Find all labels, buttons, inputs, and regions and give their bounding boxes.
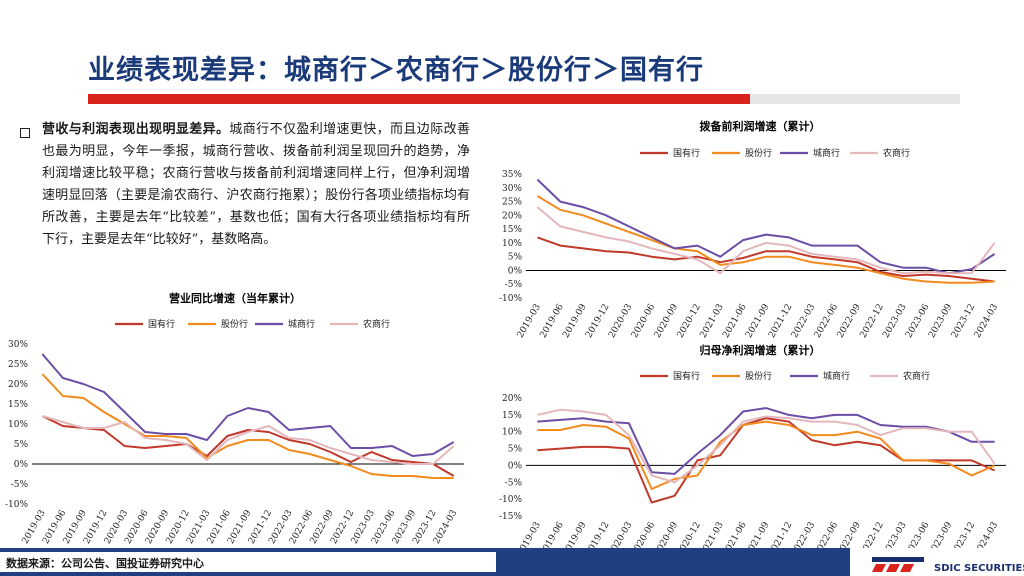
chart-title: 拨备前利润增速（累计） xyxy=(700,119,821,133)
y-tick-label: -10% xyxy=(5,500,28,510)
legend-label: 股份行 xyxy=(745,147,772,159)
series-line-城商行 xyxy=(41,353,455,457)
y-tick-label: 15% xyxy=(502,411,522,421)
legend-label: 股份行 xyxy=(221,318,248,330)
y-tick-label: 20% xyxy=(502,211,522,221)
data-source-note: 数据来源：公司公告、国投证券研究中心 xyxy=(6,557,204,570)
y-tick-label: 5% xyxy=(508,445,523,455)
series-line-国有行 xyxy=(41,415,455,477)
summary-body: 城商行不仅盈利增速更快，而且边际改善也最为明显，今年一季报，城商行营收、拨备前利… xyxy=(42,122,470,247)
y-tick-label: 0% xyxy=(508,461,523,471)
y-tick-label: 10% xyxy=(502,428,522,438)
series-line-股份行 xyxy=(537,420,996,490)
net-profit-growth-chart: 归母净利润增速（累计） 国有行 股份行 城商行 农商行 20% 15% 10% 5% 0% -5% -… xyxy=(499,343,1020,558)
legend-label: 农商行 xyxy=(903,370,930,382)
y-tick-label: -10% xyxy=(499,495,522,505)
y-tick-label: -10% xyxy=(499,294,522,304)
chart-title: 营业同比增速（当年累计） xyxy=(169,291,301,305)
chart-title: 归母净利润增速（累计） xyxy=(700,343,821,357)
y-tick-label: 10% xyxy=(502,239,522,249)
legend-label: 股份行 xyxy=(745,370,772,382)
y-tick-label: 35% xyxy=(502,170,522,180)
y-tick-label: 0% xyxy=(508,266,523,276)
y-tick-label: 15% xyxy=(502,225,522,235)
legend-label: 农商行 xyxy=(883,147,910,159)
y-tick-label: 30% xyxy=(8,340,28,350)
legend-label: 城商行 xyxy=(823,370,850,382)
footer-source-band xyxy=(0,552,496,572)
series-line-农商行 xyxy=(42,415,455,465)
y-tick-label: 15% xyxy=(8,400,28,410)
series-line-农商行 xyxy=(537,408,996,484)
legend-label: 农商行 xyxy=(363,318,390,330)
legend-label: 城商行 xyxy=(813,147,840,159)
summary-lead: 营收与利润表现出现明显差异。 xyxy=(42,122,230,137)
summary-paragraph: 营收与利润表现出现明显差异。城商行不仅盈利增速更快，而且边际改善也最为明显，今年… xyxy=(42,119,470,251)
y-tick-label: 30% xyxy=(502,184,522,194)
y-tick-label: 5% xyxy=(14,440,29,450)
pre-provision-profit-chart: 拨备前利润增速（累计） 国有行 股份行 城商行 农商行 35% 30% 25% 20% 15% 10… xyxy=(499,118,1020,340)
legend-label: 城商行 xyxy=(288,318,315,330)
y-tick-label: 25% xyxy=(502,198,522,208)
legend-label: 国有行 xyxy=(673,147,700,159)
revenue-growth-chart: 营业同比增速（当年累计） 国有行 股份行 城商行 农商行 30% 25% 20% 15% 10% 5… xyxy=(0,290,470,546)
y-tick-label: 0% xyxy=(14,460,29,470)
series-line-农商行 xyxy=(536,206,996,275)
series-line-国有行 xyxy=(537,236,995,283)
title-underline-gray xyxy=(750,94,960,104)
legend-label: 国有行 xyxy=(148,318,175,330)
y-tick-label: -15% xyxy=(499,512,522,522)
y-tick-label: -5% xyxy=(505,280,523,290)
logo-text: SDIC SECURITIES xyxy=(934,563,1024,574)
y-tick-label: 20% xyxy=(502,394,522,404)
y-tick-label: 20% xyxy=(8,380,28,390)
series-line-城商行 xyxy=(536,178,996,275)
y-tick-label: 5% xyxy=(508,253,523,263)
chart-svg: 拨备前利润增速（累计） 国有行 股份行 城商行 农商行 35% 30% 25% 20% 15% 10… xyxy=(499,119,1006,340)
y-tick-label: -5% xyxy=(505,478,523,488)
chart-svg: 营业同比增速（当年累计） 国有行 股份行 城商行 农商行 30% 25% 20% 15% 10% 5… xyxy=(5,291,464,546)
y-tick-label: -5% xyxy=(11,480,29,490)
title-underline-bar xyxy=(88,94,750,104)
y-tick-label: 25% xyxy=(8,360,28,370)
legend-label: 国有行 xyxy=(673,370,700,382)
slide-title: 业绩表现差异：城商行＞农商行＞股份行＞国有行 xyxy=(88,55,704,86)
series-line-股份行 xyxy=(536,195,995,284)
chart-svg: 归母净利润增速（累计） 国有行 股份行 城商行 农商行 20% 15% 10% 5% 0% -5% -… xyxy=(499,343,1006,558)
y-tick-label: 10% xyxy=(8,420,28,430)
sdic-logo-icon xyxy=(872,557,924,572)
bullet-square-icon xyxy=(20,128,30,138)
series-line-股份行 xyxy=(41,373,454,479)
